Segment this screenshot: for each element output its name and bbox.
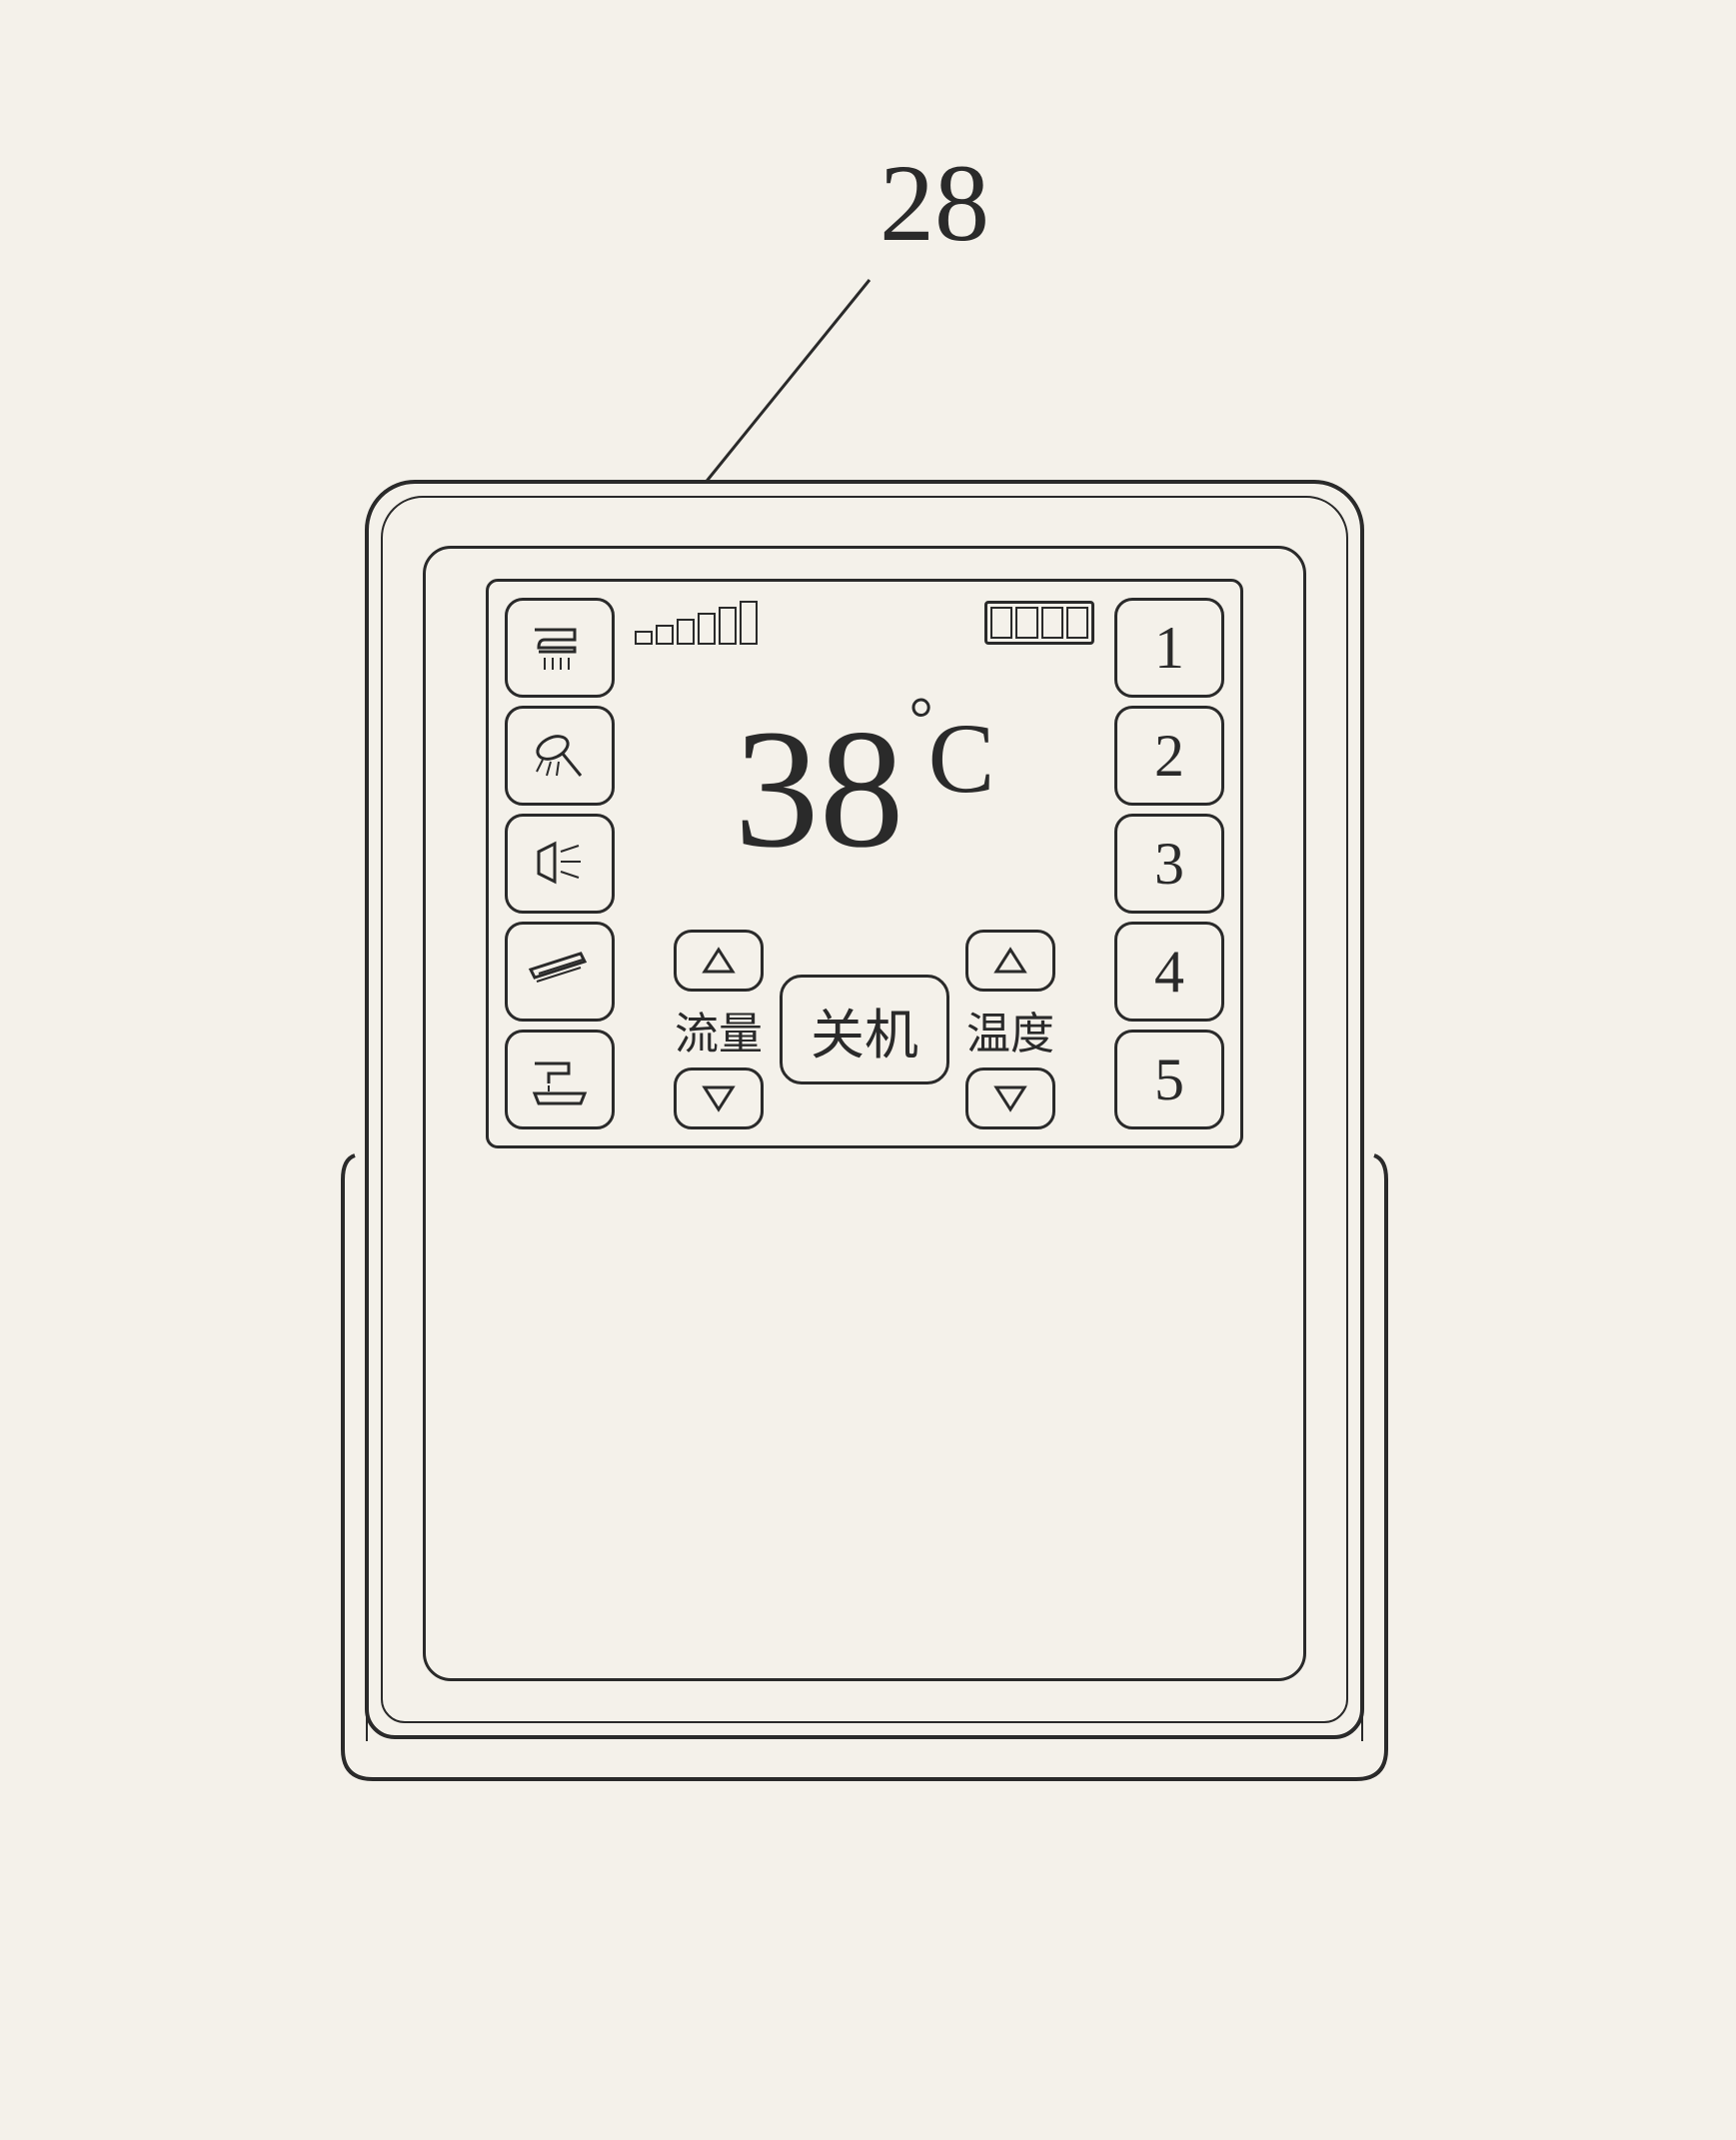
center-display: 38°C 流量	[625, 598, 1104, 1129]
top-indicators	[625, 598, 1104, 648]
preset-4-button[interactable]: 4	[1114, 922, 1224, 1022]
battery-icon	[984, 601, 1094, 645]
power-off-button[interactable]: 关机	[780, 975, 949, 1084]
signal-strength-icon	[635, 601, 758, 645]
flow-down-button[interactable]	[674, 1068, 764, 1129]
callout-number-28: 28	[879, 140, 989, 267]
temp-label: 温度	[966, 998, 1054, 1062]
flow-label: 流量	[675, 998, 763, 1062]
overhead-shower-icon[interactable]	[505, 598, 615, 698]
temp-up-button[interactable]	[965, 930, 1055, 992]
body-spray-icon[interactable]	[505, 814, 615, 914]
flow-up-button[interactable]	[674, 930, 764, 992]
temperature-unit: C	[928, 709, 995, 809]
hand-shower-icon[interactable]	[505, 706, 615, 806]
preset-5-button[interactable]: 5	[1114, 1030, 1224, 1129]
device-cradle: 38°C 流量	[335, 480, 1394, 1799]
device-body: 38°C 流量	[365, 480, 1364, 1739]
mode-icon-column	[505, 598, 615, 1129]
temp-down-button[interactable]	[965, 1068, 1055, 1129]
controls-row: 流量 关机 温度	[625, 930, 1104, 1129]
preset-1-button[interactable]: 1	[1114, 598, 1224, 698]
flow-control-group: 流量	[674, 930, 764, 1129]
waterfall-icon[interactable]	[505, 922, 615, 1022]
tub-spout-icon[interactable]	[505, 1030, 615, 1129]
temperature-display: 38°C	[625, 658, 1104, 920]
preset-2-button[interactable]: 2	[1114, 706, 1224, 806]
device-body-inner: 38°C 流量	[381, 496, 1348, 1723]
preset-column: 1 2 3 4 5	[1114, 598, 1224, 1129]
temperature-value: 38	[735, 704, 904, 874]
screen-area: 38°C 流量	[486, 579, 1243, 1148]
device-bezel: 38°C 流量	[423, 546, 1306, 1681]
temp-control-group: 温度	[965, 930, 1055, 1129]
preset-3-button[interactable]: 3	[1114, 814, 1224, 914]
